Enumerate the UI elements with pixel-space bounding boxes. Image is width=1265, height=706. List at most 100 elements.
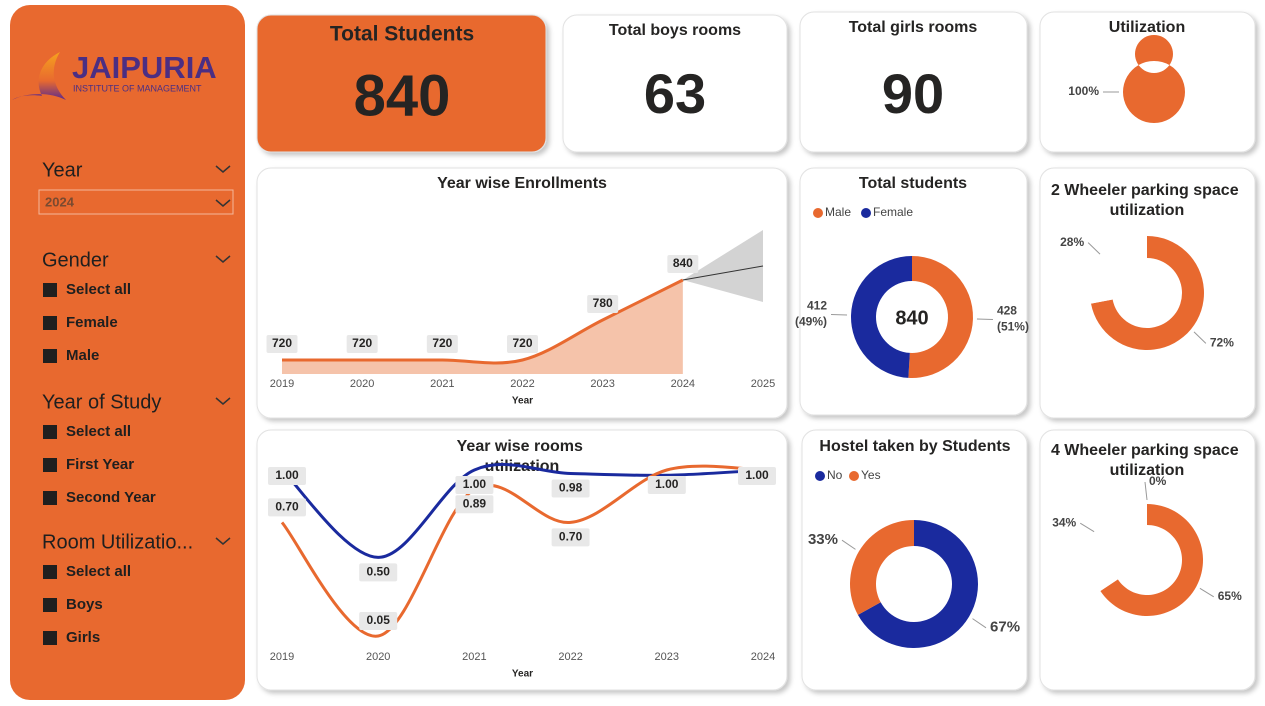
leader-line xyxy=(841,539,856,550)
leader-line xyxy=(1079,522,1095,533)
forecast-band xyxy=(682,230,763,302)
checkbox[interactable] xyxy=(43,316,57,330)
checkbox[interactable] xyxy=(43,491,57,505)
chart-title: Year wise Enrollments xyxy=(437,175,607,192)
data-label-bg xyxy=(647,476,686,494)
data-label-bg xyxy=(587,295,619,313)
x-tick-label: 2022 xyxy=(510,378,534,390)
dropdown-arrow xyxy=(215,165,231,173)
data-label-bg xyxy=(268,498,306,517)
filter-option: Select all xyxy=(66,423,131,440)
logo-mark xyxy=(12,52,66,100)
data-label-bg xyxy=(266,335,298,353)
data-label-bg xyxy=(455,495,494,514)
filter-option: Select all xyxy=(66,281,131,298)
data-label: 0.70 xyxy=(275,500,299,514)
chart-title: 4 Wheeler parking space utilization xyxy=(1051,442,1243,479)
logo-name: JAIPURIA xyxy=(72,50,217,85)
data-label: 72% xyxy=(1210,336,1234,350)
donut-slice xyxy=(1091,504,1147,592)
leader-line xyxy=(1199,587,1215,598)
card-value: 63 xyxy=(644,62,706,125)
checkbox[interactable] xyxy=(43,283,57,297)
filter-option: Boys xyxy=(66,596,103,613)
checkbox[interactable] xyxy=(43,565,57,579)
legend-dot xyxy=(813,208,823,218)
data-label: 720 xyxy=(352,336,372,350)
data-label: (49%) xyxy=(795,315,827,329)
checkbox[interactable] xyxy=(43,349,57,363)
checkbox[interactable] xyxy=(43,425,57,439)
checkbox[interactable] xyxy=(43,598,57,612)
x-tick-label: 2019 xyxy=(270,651,294,663)
forecast-line xyxy=(682,265,764,281)
title-line: 4 Wheeler parking space xyxy=(1051,442,1243,459)
card xyxy=(256,14,547,153)
data-label-bg xyxy=(507,335,538,353)
data-label: 720 xyxy=(432,336,452,350)
donut-center: 840 xyxy=(895,307,928,329)
data-label: 840 xyxy=(673,256,693,270)
legend-label: Yes xyxy=(861,468,881,482)
data-label: 412 xyxy=(807,299,827,313)
filter-title: Room Utilizatio... xyxy=(42,531,193,553)
x-tick-label: 2020 xyxy=(350,378,374,390)
filter-option: Male xyxy=(66,347,99,364)
donut-slice xyxy=(857,520,978,649)
data-label-bg xyxy=(551,528,590,547)
card-title: Total boys rooms xyxy=(609,22,741,39)
line xyxy=(280,464,764,638)
x-tick-label: 2024 xyxy=(751,651,775,663)
filter-option: Select all xyxy=(66,563,131,580)
dropdown-value: 2024 xyxy=(45,194,75,209)
data-label: 0.89 xyxy=(463,496,487,510)
filter-title: Gender xyxy=(42,249,109,271)
x-tick-label: 2020 xyxy=(366,651,390,663)
chart-title: Total students xyxy=(859,175,967,192)
data-label-bg xyxy=(426,335,458,353)
title-line: utilization xyxy=(1110,202,1185,219)
donut-slice xyxy=(1100,504,1203,616)
checkbox[interactable] xyxy=(43,631,57,645)
sidebar xyxy=(10,5,245,700)
title-line: utilization xyxy=(1110,462,1185,479)
data-label-bg xyxy=(455,476,494,494)
data-label: 720 xyxy=(512,336,532,350)
chart-title: 2 Wheeler parking space utilization xyxy=(1051,182,1243,219)
leader-line xyxy=(1087,242,1101,255)
x-axis-label: Year xyxy=(512,396,533,407)
legend-dot xyxy=(815,471,825,481)
data-label-bg xyxy=(738,467,776,485)
x-tick-label: 2025 xyxy=(751,378,775,390)
filter-option: Female xyxy=(66,314,118,331)
filter-title: Year of Study xyxy=(42,391,161,413)
card-title: Total Students xyxy=(330,23,474,46)
checkbox[interactable] xyxy=(43,458,57,472)
chart-title: Utilization xyxy=(1109,19,1185,36)
legend-dot xyxy=(861,208,871,218)
data-label-bg xyxy=(268,467,306,485)
data-label: 1.00 xyxy=(745,468,769,482)
data-label: 428 xyxy=(997,304,1017,318)
title-line: Year wise rooms xyxy=(457,438,588,455)
data-label: 0.50 xyxy=(367,565,391,579)
x-tick-label: 2024 xyxy=(671,378,695,390)
data-label-bg xyxy=(359,563,398,582)
donut-slice xyxy=(1091,236,1205,350)
x-tick-label: 2021 xyxy=(462,651,486,663)
card xyxy=(799,11,1028,153)
data-label: 33% xyxy=(808,531,838,548)
dropdown[interactable] xyxy=(38,189,234,215)
filter-option: First Year xyxy=(66,456,134,473)
donut-slice xyxy=(908,256,974,379)
data-label-bg xyxy=(346,335,378,353)
legend-label: Female xyxy=(873,205,913,219)
card xyxy=(562,14,788,153)
line xyxy=(282,278,684,365)
dropdown-arrow xyxy=(215,199,231,207)
line xyxy=(280,462,764,559)
data-label: 0.70 xyxy=(559,530,583,544)
dropdown-arrow xyxy=(215,397,231,405)
x-tick-label: 2022 xyxy=(558,651,582,663)
x-tick-label: 2021 xyxy=(430,378,454,390)
